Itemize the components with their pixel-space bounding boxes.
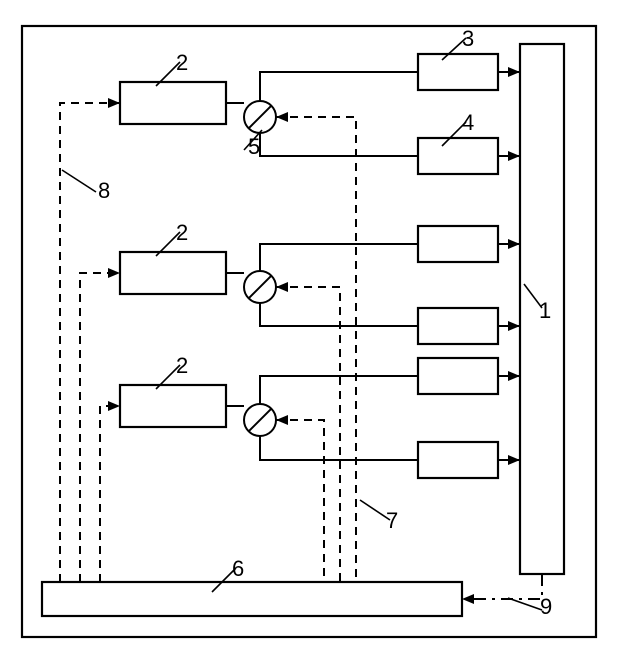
block-top-2 [418, 358, 498, 394]
block-bottom-2 [418, 442, 498, 478]
block-top-1 [418, 226, 498, 262]
label-6: 6 [232, 556, 244, 581]
block-top-0 [418, 54, 498, 90]
label-9: 9 [540, 594, 552, 619]
label-5: 5 [248, 134, 260, 159]
label-1: 1 [539, 298, 551, 323]
label-2b: 2 [176, 220, 188, 245]
label-2c: 2 [176, 353, 188, 378]
label-3: 3 [462, 26, 474, 51]
block-2-0 [120, 82, 226, 124]
label-2a: 2 [176, 50, 188, 75]
block-6 [42, 582, 462, 616]
block-bottom-0 [418, 138, 498, 174]
block-bottom-1 [418, 308, 498, 344]
label-7: 7 [386, 508, 398, 533]
label-4: 4 [462, 110, 474, 135]
label-8: 8 [98, 178, 110, 203]
block-2-1 [120, 252, 226, 294]
diagram-canvas: 1 2 2 2 3 4 5 6 7 8 9 [0, 0, 617, 656]
block-2-2 [120, 385, 226, 427]
